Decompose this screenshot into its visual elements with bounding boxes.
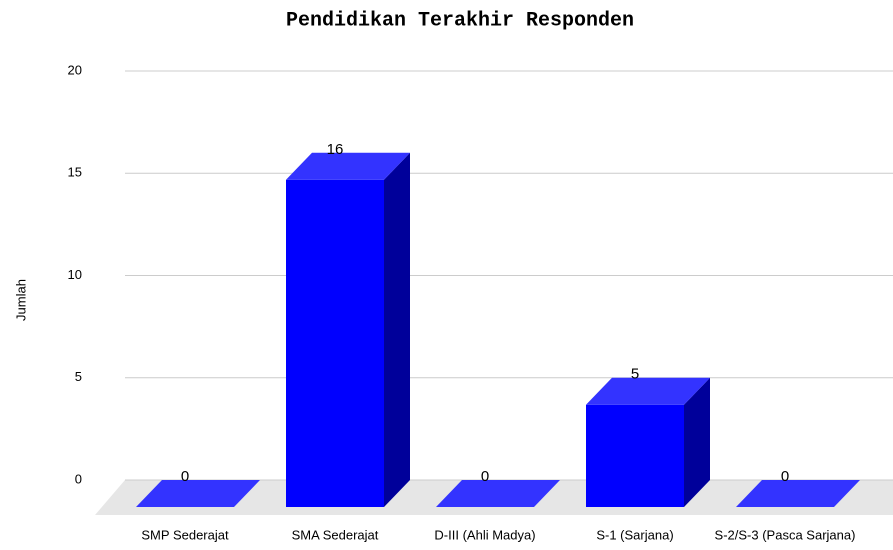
y-tick-label: 20 — [68, 62, 82, 77]
value-label: 5 — [631, 366, 639, 383]
x-tick-label: S-2/S-3 (Pasca Sarjana) — [715, 527, 856, 542]
bar — [586, 377, 710, 507]
bar — [286, 152, 410, 508]
bar-top — [136, 480, 260, 507]
x-tick-label: S-1 (Sarjana) — [596, 527, 673, 542]
bar — [136, 480, 260, 507]
bar — [436, 480, 560, 507]
bar-top — [586, 377, 710, 405]
y-axis-label: Jumlah — [13, 279, 28, 321]
bar-top — [736, 480, 860, 507]
value-label: 0 — [181, 468, 189, 485]
bar-front — [586, 404, 684, 507]
bar-side — [684, 377, 710, 507]
value-label: 16 — [327, 141, 344, 158]
y-tick-label: 15 — [68, 165, 82, 180]
bar — [736, 480, 860, 507]
value-label: 0 — [781, 468, 789, 485]
chart-title: Pendidikan Terakhir Responden — [286, 9, 634, 32]
bar-top — [436, 480, 560, 507]
x-tick-label: D-III (Ahli Madya) — [434, 527, 535, 542]
bar-front — [286, 179, 384, 508]
y-tick-label: 5 — [75, 369, 82, 384]
bar-top — [286, 152, 410, 180]
value-label: 0 — [481, 468, 489, 485]
bar-side — [384, 152, 410, 508]
x-tick-label: SMA Sederajat — [292, 527, 379, 542]
y-tick-label: 0 — [75, 471, 82, 486]
y-tick-label: 10 — [68, 267, 82, 282]
x-tick-label: SMP Sederajat — [141, 527, 229, 542]
